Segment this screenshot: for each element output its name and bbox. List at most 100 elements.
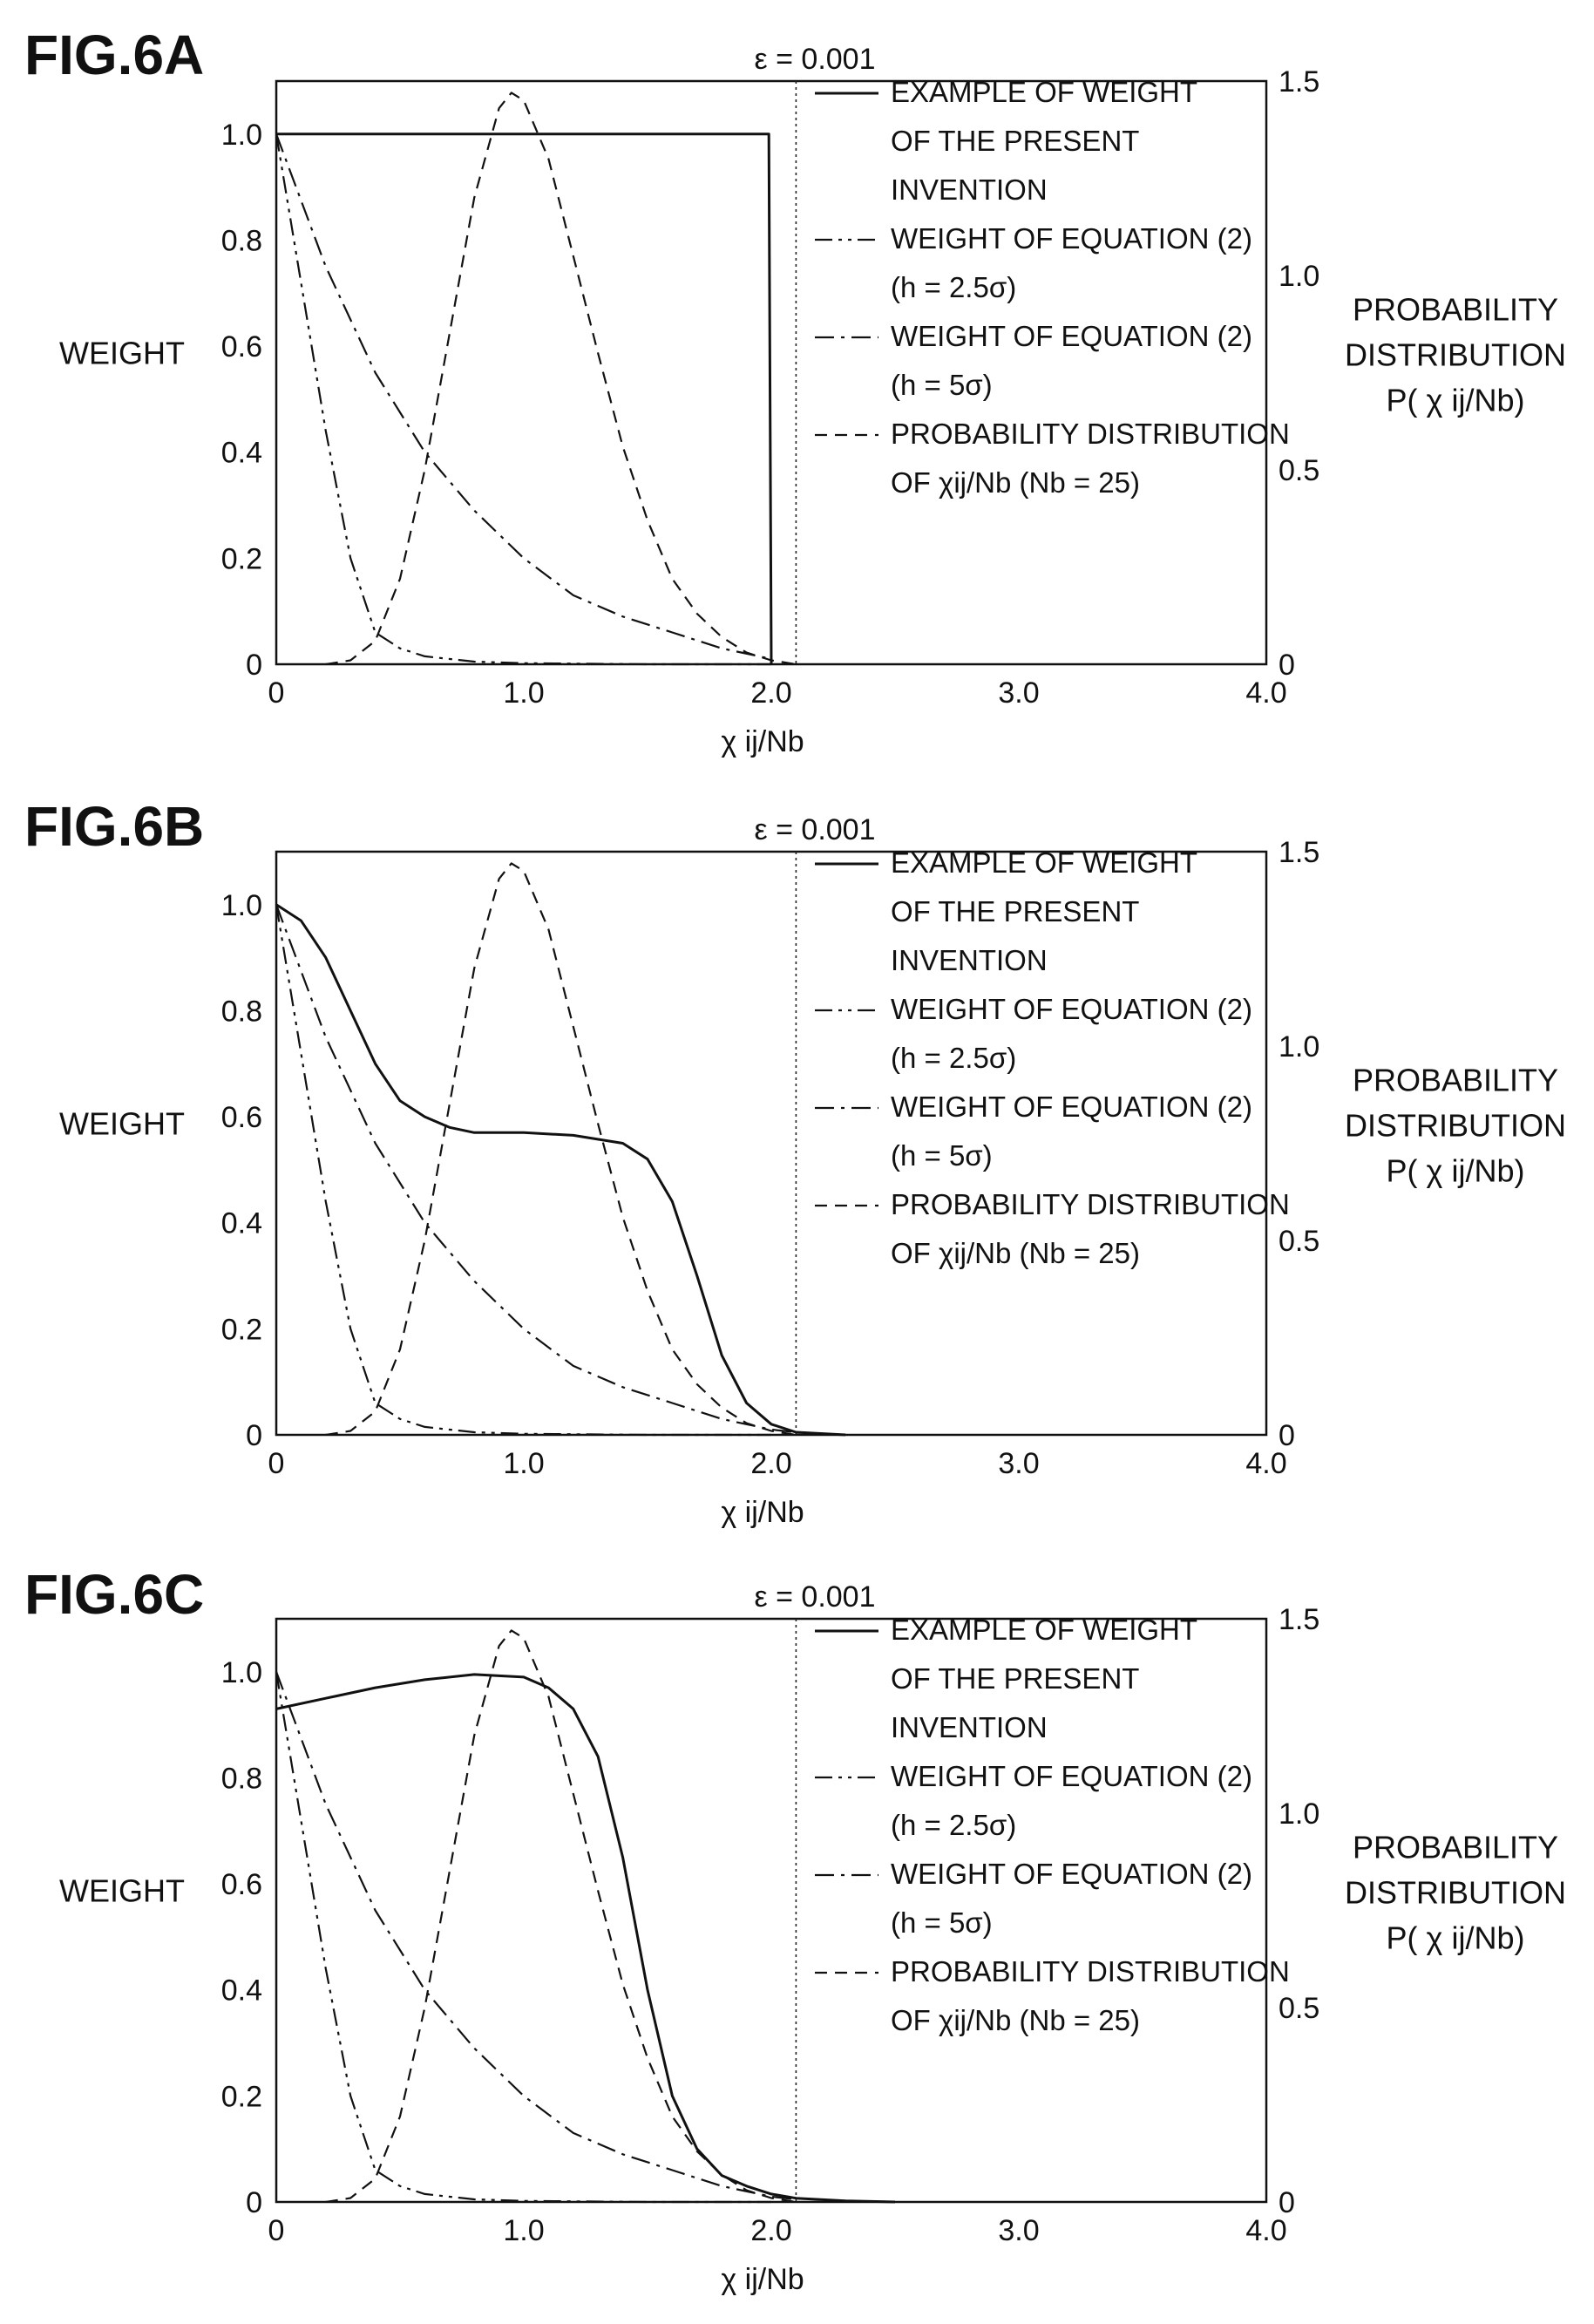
series-line-dashdotdot xyxy=(275,904,771,1437)
series-line-solid xyxy=(275,1673,896,2204)
figure-label: FIG.6A xyxy=(24,24,204,86)
y-tick-label: 1.0 xyxy=(221,889,262,922)
legend-text: WEIGHT OF EQUATION (2) xyxy=(891,1091,1252,1123)
x-tick-label: 3.0 xyxy=(998,2214,1039,2247)
y2-tick-label: 0 xyxy=(1279,649,1295,682)
legend-entry: PROBABILITY DISTRIBUTION OF χij/Nb (Nb = … xyxy=(815,418,1290,499)
y-tick-label: 1.0 xyxy=(221,119,262,152)
legend-text: OF THE PRESENT xyxy=(891,125,1139,157)
series-line-dashed xyxy=(325,862,797,1437)
legend-text: OF χij/Nb (Nb = 25) xyxy=(891,2004,1140,2036)
y-tick-label: 0.4 xyxy=(221,1974,262,2008)
legend-text: OF THE PRESENT xyxy=(891,1662,1139,1695)
legend-text: WEIGHT OF EQUATION (2) xyxy=(891,1760,1252,1792)
y-axis-label: WEIGHT xyxy=(59,1106,185,1142)
legend-text: INVENTION xyxy=(891,173,1048,206)
y2-axis-label: PROBABILITY xyxy=(1353,1063,1558,1098)
y-tick-label: 0.4 xyxy=(221,1207,262,1240)
y2-tick-label: 1.5 xyxy=(1279,1603,1319,1636)
y2-tick-label: 1.0 xyxy=(1279,1797,1319,1831)
legend-entry: EXAMPLE OF WEIGHT OF THE PRESENT INVENTION xyxy=(815,1614,1197,1743)
x-tick-label: 4.0 xyxy=(1245,1447,1286,1480)
x-tick-label: 0 xyxy=(268,1447,285,1480)
legend-text: OF THE PRESENT xyxy=(891,895,1139,928)
legend-entry: WEIGHT OF EQUATION (2) (h = 2.5σ) xyxy=(815,993,1252,1074)
y-axis-label: WEIGHT xyxy=(59,336,185,371)
legend-text: (h = 2.5σ) xyxy=(891,271,1016,303)
legend-entry: WEIGHT OF EQUATION (2) (h = 2.5σ) xyxy=(815,1760,1252,1841)
legend-text: WEIGHT OF EQUATION (2) xyxy=(891,1858,1252,1890)
y-tick-label: 0.2 xyxy=(221,1313,262,1346)
y-tick-label: 0.8 xyxy=(221,224,262,257)
legend-text: (h = 2.5σ) xyxy=(891,1042,1016,1074)
y2-axis-label: DISTRIBUTION xyxy=(1345,1875,1566,1911)
series-line-dashdotdot xyxy=(275,1671,771,2204)
series-line-dashed xyxy=(325,1629,797,2204)
legend-text: OF χij/Nb (Nb = 25) xyxy=(891,1237,1140,1269)
y-tick-label: 0.6 xyxy=(221,1868,262,1901)
x-axis-label: χ ij/Nb xyxy=(721,1496,804,1529)
y2-tick-label: 0.5 xyxy=(1279,1992,1319,2025)
y2-axis-label: PROBABILITY xyxy=(1353,1830,1558,1865)
legend-entry: EXAMPLE OF WEIGHT OF THE PRESENT INVENTION xyxy=(815,846,1197,976)
x-axis-label: χ ij/Nb xyxy=(721,725,804,758)
legend-text: WEIGHT OF EQUATION (2) xyxy=(891,993,1252,1025)
x-axis-label: χ ij/Nb xyxy=(721,2263,804,2296)
y2-tick-label: 0 xyxy=(1279,2186,1295,2219)
legend-entry: PROBABILITY DISTRIBUTION OF χij/Nb (Nb = … xyxy=(815,1955,1290,2036)
y2-axis-label: P( χ ij/Nb) xyxy=(1387,1153,1525,1189)
y2-tick-label: 0.5 xyxy=(1279,454,1319,487)
series-line-solid xyxy=(276,133,773,665)
legend-text: EXAMPLE OF WEIGHT xyxy=(891,76,1197,108)
legend-text: PROBABILITY DISTRIBUTION xyxy=(891,418,1290,450)
x-tick-label: 2.0 xyxy=(750,676,791,710)
x-tick-label: 1.0 xyxy=(503,676,544,710)
y-tick-label: 0 xyxy=(246,1419,262,1452)
x-tick-label: 4.0 xyxy=(1245,2214,1286,2247)
y-tick-label: 0.6 xyxy=(221,330,262,364)
legend-text: (h = 5σ) xyxy=(891,1906,993,1939)
legend-text: (h = 2.5σ) xyxy=(891,1809,1016,1841)
legend-text: INVENTION xyxy=(891,1711,1048,1743)
y2-axis-label: DISTRIBUTION xyxy=(1345,337,1566,373)
y2-axis-label: DISTRIBUTION xyxy=(1345,1108,1566,1144)
legend-text: PROBABILITY DISTRIBUTION xyxy=(891,1955,1290,1988)
series-line-dashed xyxy=(325,92,797,666)
legend-text: EXAMPLE OF WEIGHT xyxy=(891,846,1197,879)
legend-text: WEIGHT OF EQUATION (2) xyxy=(891,222,1252,255)
y-tick-label: 0.8 xyxy=(221,995,262,1028)
y-tick-label: 0.8 xyxy=(221,1762,262,1795)
legend-text: WEIGHT OF EQUATION (2) xyxy=(891,320,1252,352)
x-tick-label: 4.0 xyxy=(1245,676,1286,710)
series-line-dashdotdot xyxy=(275,133,771,666)
legend-text: (h = 5σ) xyxy=(891,1139,993,1172)
x-tick-label: 0 xyxy=(268,2214,285,2247)
y-tick-label: 0.6 xyxy=(221,1101,262,1134)
legend-entry: WEIGHT OF EQUATION (2) (h = 2.5σ) xyxy=(815,222,1252,303)
x-tick-label: 0 xyxy=(268,676,285,710)
x-tick-label: 2.0 xyxy=(750,1447,791,1480)
x-tick-label: 2.0 xyxy=(750,2214,791,2247)
y2-tick-label: 1.0 xyxy=(1279,260,1319,293)
legend-text: PROBABILITY DISTRIBUTION xyxy=(891,1188,1290,1220)
y-tick-label: 0 xyxy=(246,2186,262,2219)
y-tick-label: 0.2 xyxy=(221,542,262,575)
plot-frame xyxy=(275,850,1268,1437)
figure-label: FIG.6C xyxy=(24,1563,204,1626)
y-axis-label: WEIGHT xyxy=(59,1873,185,1909)
x-tick-label: 3.0 xyxy=(998,676,1039,710)
y-tick-label: 0 xyxy=(246,649,262,682)
legend-entry: EXAMPLE OF WEIGHT OF THE PRESENT INVENTION xyxy=(815,76,1197,206)
chart-title: ε = 0.001 xyxy=(755,1580,876,1614)
legend-text: INVENTION xyxy=(891,944,1048,976)
legend-text: OF χij/Nb (Nb = 25) xyxy=(891,466,1140,499)
plot-frame xyxy=(275,1617,1268,2204)
y2-tick-label: 1.5 xyxy=(1279,65,1319,99)
legend-text: (h = 5σ) xyxy=(891,369,993,401)
y2-axis-label: P( χ ij/Nb) xyxy=(1387,383,1525,418)
legend-entry: PROBABILITY DISTRIBUTION OF χij/Nb (Nb = … xyxy=(815,1188,1290,1269)
